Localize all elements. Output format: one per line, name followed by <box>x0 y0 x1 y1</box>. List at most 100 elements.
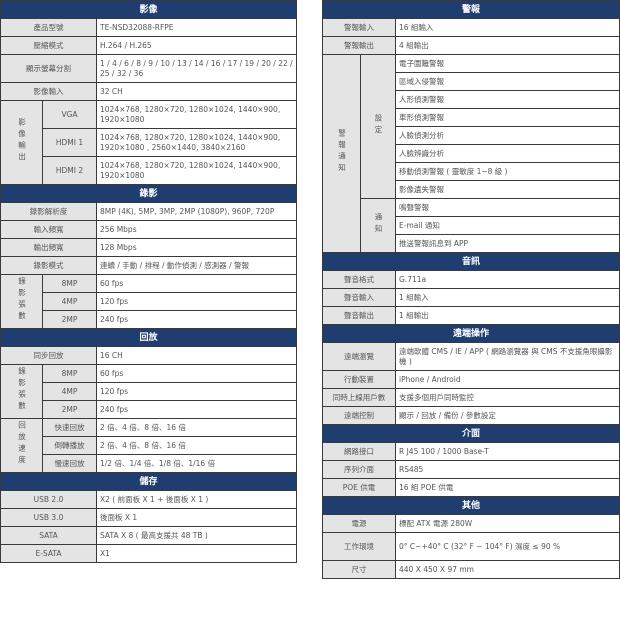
label-cell: 輸入頻寬 <box>0 220 97 239</box>
label-cell: 輸出頻寬 <box>0 238 97 257</box>
label-cell: 壓縮模式 <box>0 36 97 55</box>
label-cell: 慢速回放 <box>42 454 97 473</box>
value-cell: iPhone / Android <box>395 370 620 389</box>
value-cell: 240 fps <box>96 310 297 329</box>
section-title: 音訊 <box>322 252 620 271</box>
table-row: USB 2.0 X2 ( 前面板 X 1 + 後面板 X 1 ) <box>0 490 297 509</box>
value-cell: 人臉偵測分析 <box>395 126 620 145</box>
table-row: POE 供電 16 組 POE 供電 <box>322 478 620 497</box>
table-row: 錄影模式 連續 / 手動 / 排程 / 動作偵測 / 感測器 / 警報 <box>0 256 297 275</box>
table-row: 人形偵測警報 <box>323 90 620 109</box>
section-title: 錄影 <box>0 184 297 203</box>
label-cell: 工作環境 <box>322 532 396 561</box>
label-cell: 倒轉播放 <box>42 436 97 455</box>
group-label: 錄影張數 <box>17 277 27 323</box>
spec-table-left: 影像 產品型號 TE-NSD32088-RFPE 壓縮模式 H.264 / H.265 顯… <box>0 0 297 563</box>
value-cell: 120 fps <box>96 382 297 401</box>
label-cell: HDMI 2 <box>42 156 97 185</box>
label-cell: 電源 <box>322 514 396 533</box>
label-cell: 聲音輸出 <box>322 306 396 325</box>
value-cell: H.264 / H.265 <box>96 36 297 55</box>
table-row: 人臉辨識分析 <box>323 144 620 163</box>
table-row: 輸入頻寬 256 Mbps <box>0 220 297 239</box>
value-cell: 1024×768, 1280×720, 1280×1024, 1440×900,… <box>96 156 297 185</box>
group-cell: 回放速度 <box>0 418 43 473</box>
label-cell: 影像輸入 <box>0 82 97 101</box>
group-cell: 警報通知 <box>322 54 361 253</box>
value-cell: 鳴聲警報 <box>395 198 620 217</box>
group-label: 設定 <box>374 113 383 137</box>
value-cell: R J45 100 / 1000 Base-T <box>395 442 620 461</box>
section-title: 影像 <box>0 0 297 19</box>
table-row: 影像輸入 32 CH <box>0 82 297 101</box>
table-row: 聲音格式 G.711a <box>322 270 620 289</box>
table-row: 網路接口 R J45 100 / 1000 Base-T <box>322 442 620 461</box>
value-cell: 8MP (4K), 5MP, 3MP, 2MP (1080P), 960P, 7… <box>96 202 297 221</box>
label-cell: USB 3.0 <box>0 508 97 527</box>
label-cell: HDMI 1 <box>42 128 97 157</box>
table-row: 影像輸出 VGA 1024×768, 1280×720, 1280×1024, 14… <box>0 100 297 185</box>
table-row: 2MP 240 fps <box>1 310 297 329</box>
value-cell: 60 fps <box>96 364 297 383</box>
label-cell: 聲音格式 <box>322 270 396 289</box>
value-cell: 60 fps <box>96 274 297 293</box>
value-cell: 移動偵測警報 ( 靈敏度 1~8 級 ) <box>395 162 620 181</box>
value-cell: 440 X 450 X 97 mm <box>395 560 620 579</box>
value-cell: 0° C~+40° C (32° F ~ 104° F) 濕度 ≤ 90 % <box>395 532 620 561</box>
table-row: 尺寸 440 X 450 X 97 mm <box>322 560 620 579</box>
value-cell: 16 組輸入 <box>395 18 620 37</box>
label-cell: 產品型號 <box>0 18 97 37</box>
label-cell: 尺寸 <box>322 560 396 579</box>
label-cell: USB 2.0 <box>0 490 97 509</box>
table-row: USB 3.0 後面板 X 1 <box>0 508 297 527</box>
value-cell: 連續 / 手動 / 排程 / 動作偵測 / 感測器 / 警報 <box>96 256 297 275</box>
label-cell: 8MP <box>42 364 97 383</box>
section-header-row: 影像 <box>0 0 297 19</box>
value-cell: 推送警報訊息到 APP <box>395 234 620 253</box>
table-row: 同時上線用戶數 支援多個用戶同時監控 <box>322 388 620 407</box>
spec-table-right: 警報 警報輸入 16 組輸入 警報輸出 4 組輸出 警報通知 設定 電子圍籬警報 區域入侵警報人… <box>322 0 620 579</box>
value-cell: 240 fps <box>96 400 297 419</box>
group-cell: 錄影張數 <box>0 364 43 419</box>
value-cell: 1 / 4 / 6 / 8 / 9 / 10 / 13 / 14 / 16 / … <box>96 54 297 83</box>
value-cell: 標配 ATX 電源 280W <box>395 514 620 533</box>
group-label: 影像輸出 <box>17 118 27 164</box>
section-header-row: 音訊 <box>322 252 620 271</box>
table-row: 產品型號 TE-NSD32088-RFPE <box>0 18 297 37</box>
value-cell: 車形偵測警報 <box>395 108 620 127</box>
value-cell: 區域入侵警報 <box>395 72 620 91</box>
label-cell: 8MP <box>42 274 97 293</box>
value-cell: 128 Mbps <box>96 238 297 257</box>
table-row: 警報輸出 4 組輸出 <box>322 36 620 55</box>
value-cell: E-mail 通知 <box>395 216 620 235</box>
table-row: 同步回放 16 CH <box>0 346 297 365</box>
value-cell: 16 組 POE 供電 <box>395 478 620 497</box>
table-row: 錄影解析度 8MP (4K), 5MP, 3MP, 2MP (1080P), 96… <box>0 202 297 221</box>
table-row: 4MP 120 fps <box>1 292 297 311</box>
table-row: E-SATA X1 <box>0 544 297 563</box>
section-header-row: 儲存 <box>0 472 297 491</box>
label-cell: 網路接口 <box>322 442 396 461</box>
value-cell: X1 <box>96 544 297 563</box>
value-cell: 人臉辨識分析 <box>395 144 620 163</box>
label-cell: 警報輸入 <box>322 18 396 37</box>
group-label: 警報通知 <box>337 129 347 175</box>
label-cell: 2MP <box>42 400 97 419</box>
label-cell: 聲音輸入 <box>322 288 396 307</box>
table-row: 警報輸入 16 組輸入 <box>322 18 620 37</box>
section-title: 其他 <box>322 496 620 515</box>
table-row: 行動裝置 iPhone / Android <box>322 370 620 389</box>
subgroup-cell: 設定 <box>360 54 396 199</box>
table-row: 影像遺失警報 <box>323 180 620 199</box>
value-cell: 1 組輸入 <box>395 288 620 307</box>
value-cell: 遠端軟體 CMS / IE / APP ( 網路瀏覽器 與 CMS 不支援魚眼攝… <box>395 342 620 371</box>
label-cell: 4MP <box>42 292 97 311</box>
group-label: 回放速度 <box>17 421 27 467</box>
value-cell: TE-NSD32088-RFPE <box>96 18 297 37</box>
table-row: 聲音輸出 1 組輸出 <box>322 306 620 325</box>
table-row: 4MP 120 fps <box>1 382 297 401</box>
value-cell: RS485 <box>395 460 620 479</box>
value-cell: G.711a <box>395 270 620 289</box>
table-row: HDMI 2 1024×768, 1280×720, 1280×1024, 144… <box>1 156 297 185</box>
section-header-row: 遠端操作 <box>322 324 620 343</box>
